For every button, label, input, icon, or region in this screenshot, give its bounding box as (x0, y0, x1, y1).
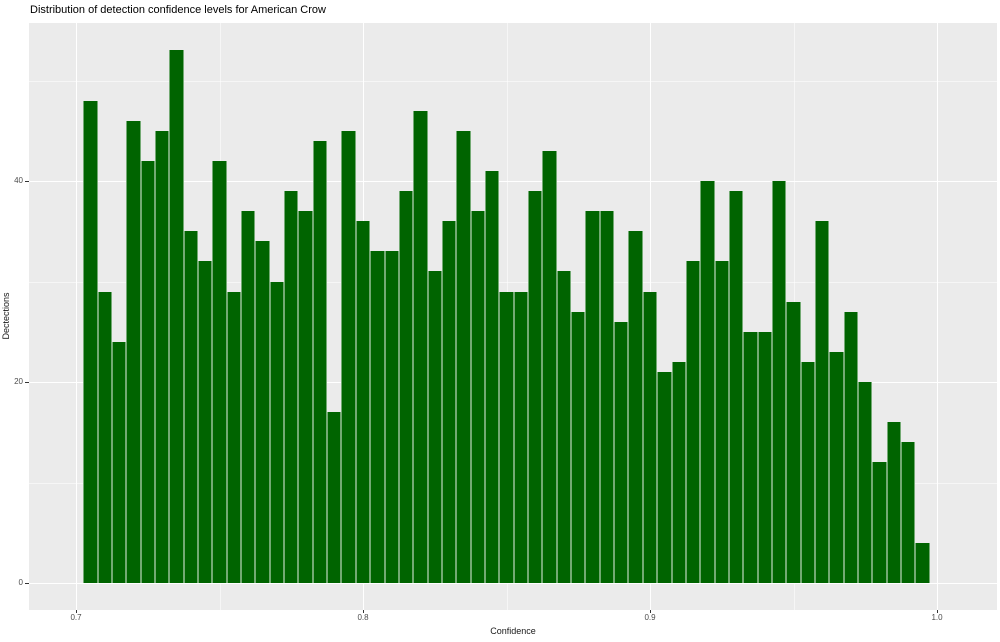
histogram-bar (628, 231, 643, 583)
y-tick-label: 40 (14, 176, 23, 185)
histogram-bar (470, 211, 485, 583)
y-tick-mark (25, 582, 29, 584)
y-axis-title: Dectections (1, 292, 11, 340)
histogram-bar (800, 361, 816, 583)
histogram-bar (456, 130, 471, 583)
histogram-bar (384, 251, 399, 583)
histogram-bar (513, 291, 529, 583)
histogram-bar (743, 331, 758, 583)
histogram-bar (642, 291, 658, 583)
x-tick-label: 0.9 (644, 613, 656, 622)
histogram-bar (83, 100, 98, 583)
histogram-bar (843, 311, 859, 583)
histogram-bar (341, 130, 356, 583)
histogram-bar (872, 462, 887, 583)
x-tick-mark (75, 610, 77, 613)
histogram-bar (197, 261, 213, 583)
y-tick-label: 0 (18, 578, 23, 587)
x-tick-label: 0.7 (70, 613, 82, 622)
histogram-bar (398, 191, 414, 583)
gridline-major-horizontal (29, 181, 997, 182)
histogram-bar (126, 120, 141, 583)
histogram-bar (269, 281, 285, 583)
histogram-bar (858, 382, 873, 583)
histogram-bar (97, 291, 112, 583)
gridline-minor-horizontal (29, 281, 997, 283)
histogram-bar (556, 271, 572, 583)
histogram-bar (484, 170, 500, 583)
histogram-bar (542, 150, 557, 583)
histogram-bar (183, 231, 198, 583)
histogram-bar (786, 301, 801, 583)
y-tick-mark (25, 381, 29, 383)
histogram-bar (226, 291, 242, 583)
histogram-bar (757, 331, 772, 583)
histogram-bar (140, 160, 155, 583)
histogram-bar (829, 351, 844, 583)
histogram-bar (886, 422, 902, 583)
histogram-bar (312, 140, 328, 583)
x-axis-title: Confidence (490, 626, 536, 636)
histogram-bar (571, 311, 586, 583)
histogram-bar (815, 221, 830, 583)
y-tick-mark (25, 180, 29, 182)
histogram-bar (700, 181, 715, 583)
histogram-bar (528, 191, 543, 583)
histogram-bar (657, 371, 672, 583)
histogram-bar (169, 50, 184, 583)
histogram-bar (685, 261, 701, 583)
chart-title: Distribution of detection confidence lev… (30, 4, 326, 16)
x-tick-mark (936, 610, 938, 613)
x-tick-mark (362, 610, 364, 613)
histogram-bar (671, 361, 686, 583)
gridline-major-vertical (937, 23, 938, 610)
histogram-bar (441, 221, 457, 583)
histogram-bar (728, 191, 744, 583)
histogram-bar (499, 291, 514, 583)
histogram-bar (284, 191, 299, 583)
histogram-bar (327, 412, 342, 583)
gridline-major-horizontal (29, 583, 997, 584)
x-tick-label: 1.0 (931, 613, 943, 622)
histogram-bar (771, 181, 787, 583)
histogram-bar (111, 341, 127, 583)
histogram-bar (154, 130, 170, 583)
gridline-major-vertical (76, 23, 77, 610)
plot-panel (29, 23, 997, 610)
histogram-bar (241, 211, 256, 583)
gridline-minor-horizontal (29, 80, 997, 82)
x-tick-mark (649, 610, 651, 613)
histogram-bar (370, 251, 385, 583)
x-tick-label: 0.8 (357, 613, 369, 622)
y-tick-label: 20 (14, 377, 23, 386)
histogram-bar (714, 261, 729, 583)
histogram-bar (599, 211, 615, 583)
histogram-bar (355, 221, 371, 583)
histogram-bar (915, 542, 930, 583)
histogram-bar (901, 442, 916, 583)
histogram-bar (413, 110, 428, 583)
histogram-bar (585, 211, 600, 583)
histogram-bar (427, 271, 442, 583)
histogram-bar (212, 160, 227, 583)
histogram-bar (614, 321, 629, 583)
histogram-bar (298, 211, 313, 583)
histogram-bar (255, 241, 270, 583)
